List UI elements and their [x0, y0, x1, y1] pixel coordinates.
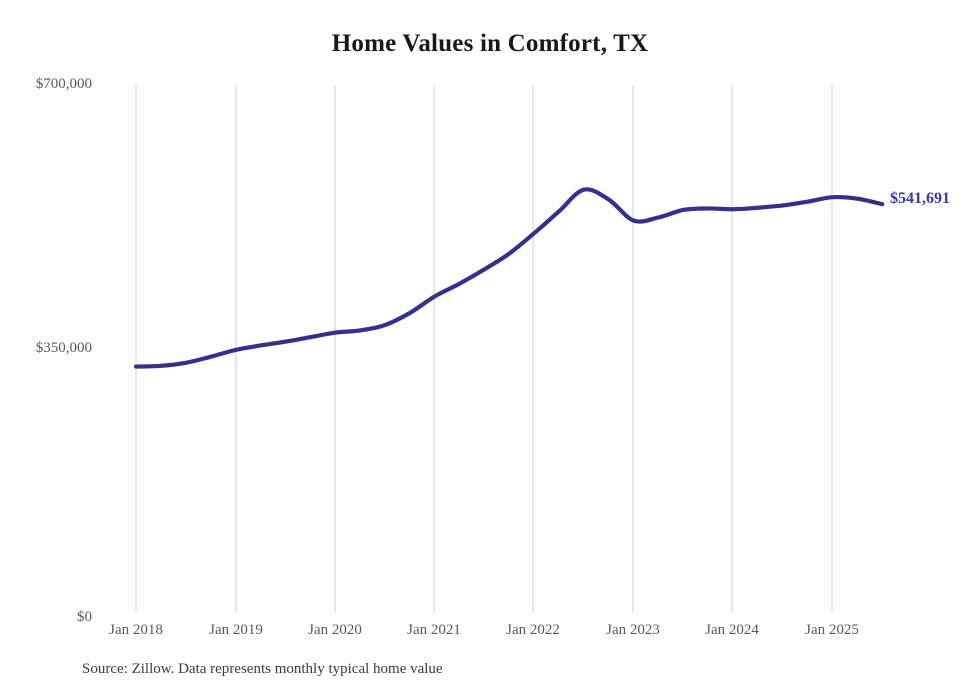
value-line [133, 187, 885, 369]
x-axis-tick-label: Jan 2024 [705, 622, 759, 638]
x-axis-tick-label: Jan 2025 [805, 622, 859, 638]
chart-title: Home Values in Comfort, TX [331, 30, 649, 57]
x-axis-tick-label: Jan 2022 [506, 622, 560, 638]
end-value-label: $541,691 [890, 190, 950, 207]
y-axis-tick-label: $700,000 [35, 76, 92, 92]
y-axis-tick-label: $350,000 [35, 340, 92, 356]
x-axis-tick-label: Jan 2020 [308, 622, 362, 638]
source-note: Source: Zillow. Data represents monthly … [82, 661, 443, 677]
x-axis-tick-label: Jan 2018 [109, 622, 163, 638]
x-axis-tick-label: Jan 2019 [209, 622, 263, 638]
x-axis-tick-label: Jan 2023 [606, 622, 660, 638]
y-axis-tick-label: $0 [77, 609, 92, 625]
x-axis-tick-label: Jan 2021 [407, 622, 461, 638]
